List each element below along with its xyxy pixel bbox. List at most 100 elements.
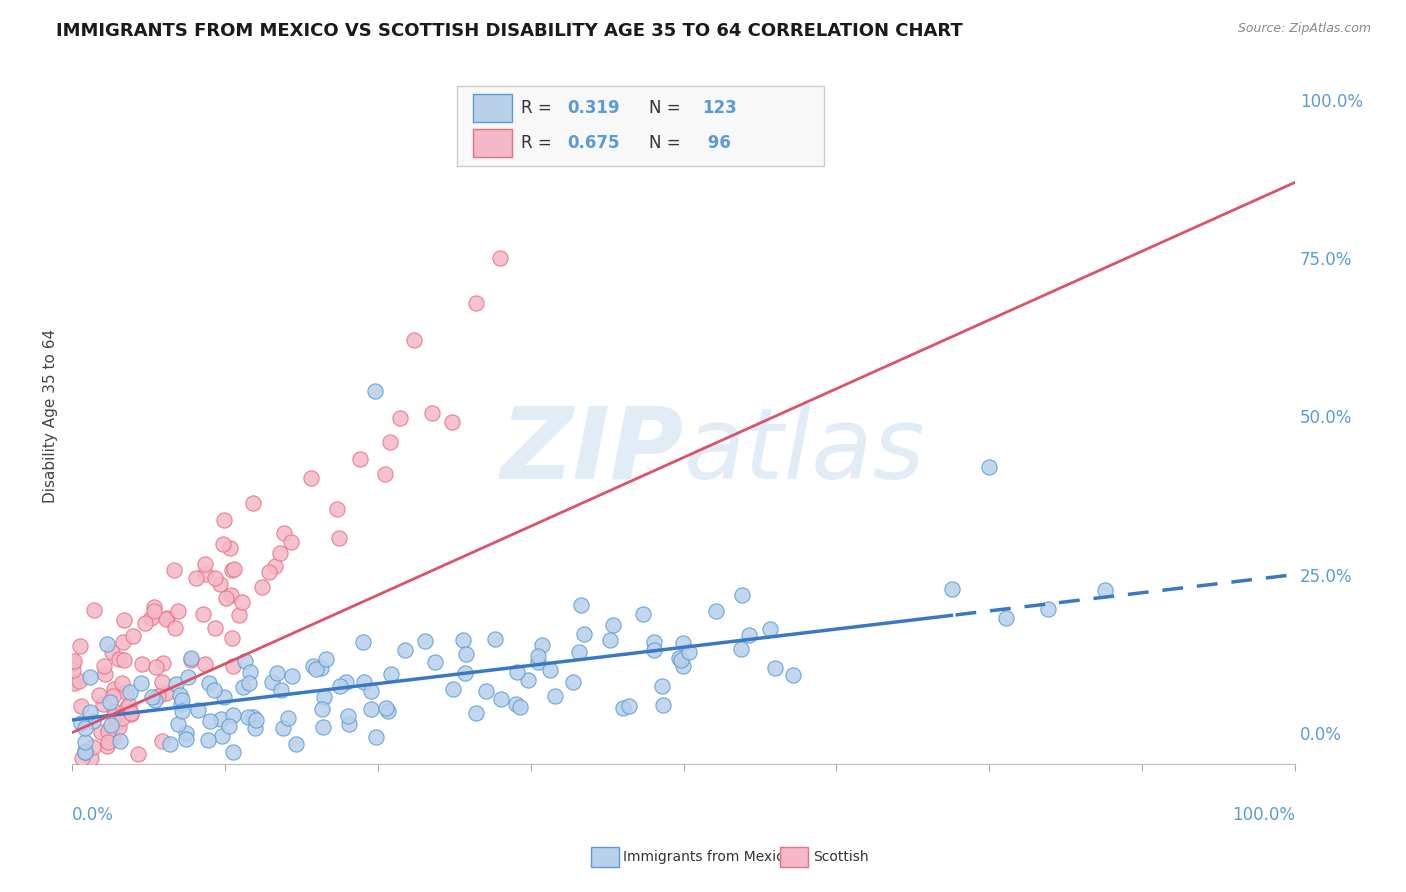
Point bbox=[111, 675, 134, 690]
Point bbox=[82, 714, 104, 728]
Point bbox=[221, 588, 243, 602]
Point bbox=[380, 666, 402, 681]
Point bbox=[73, 744, 96, 758]
Point bbox=[730, 642, 752, 657]
Point bbox=[506, 665, 529, 680]
Point bbox=[221, 631, 243, 645]
Point bbox=[276, 711, 298, 725]
Point bbox=[100, 717, 122, 731]
Point bbox=[115, 685, 138, 699]
Point bbox=[281, 669, 304, 683]
Point bbox=[360, 702, 382, 716]
Point bbox=[101, 689, 124, 703]
Point bbox=[530, 638, 553, 652]
Point bbox=[672, 658, 695, 673]
Point bbox=[738, 628, 761, 642]
Text: atlas: atlas bbox=[683, 402, 925, 500]
Point bbox=[218, 718, 240, 732]
Text: N =: N = bbox=[650, 134, 686, 152]
Text: 96: 96 bbox=[702, 134, 731, 152]
Point bbox=[328, 531, 350, 545]
Point bbox=[172, 704, 194, 718]
Point bbox=[152, 656, 174, 670]
Point bbox=[389, 411, 412, 425]
Text: Immigrants from Mexico: Immigrants from Mexico bbox=[623, 850, 792, 864]
Point bbox=[669, 653, 692, 667]
Point bbox=[222, 708, 245, 723]
Point bbox=[155, 686, 177, 700]
Point bbox=[118, 698, 141, 713]
Point bbox=[509, 700, 531, 714]
Point bbox=[111, 711, 134, 725]
Point bbox=[62, 663, 84, 677]
Point bbox=[484, 632, 506, 647]
Point bbox=[352, 635, 374, 649]
Point bbox=[285, 737, 308, 751]
Point bbox=[242, 496, 264, 510]
Point bbox=[141, 611, 163, 625]
Point bbox=[451, 632, 474, 647]
Point bbox=[141, 690, 163, 704]
Point bbox=[212, 537, 235, 551]
Point bbox=[489, 692, 512, 706]
Point bbox=[239, 665, 262, 679]
Point bbox=[180, 651, 202, 665]
Point bbox=[143, 599, 166, 614]
Point bbox=[309, 661, 332, 675]
Text: 100.0%: 100.0% bbox=[1232, 806, 1295, 824]
Point bbox=[184, 571, 207, 585]
Point bbox=[643, 642, 665, 657]
Point bbox=[270, 683, 292, 698]
Text: Source: ZipAtlas.com: Source: ZipAtlas.com bbox=[1237, 22, 1371, 36]
Point bbox=[273, 525, 295, 540]
Point bbox=[94, 667, 117, 681]
Point bbox=[1094, 582, 1116, 597]
Point bbox=[97, 724, 120, 739]
Point bbox=[100, 695, 122, 709]
Point bbox=[375, 701, 398, 715]
Point bbox=[454, 648, 477, 662]
Point bbox=[194, 557, 217, 571]
Point bbox=[569, 599, 592, 613]
Point bbox=[218, 541, 240, 556]
Point bbox=[150, 734, 173, 748]
Point bbox=[194, 657, 217, 672]
Point bbox=[172, 692, 194, 706]
Point bbox=[315, 652, 337, 666]
Point bbox=[329, 679, 352, 693]
Point bbox=[82, 739, 104, 754]
Point bbox=[121, 707, 143, 722]
Point bbox=[544, 689, 567, 703]
Point bbox=[269, 546, 291, 560]
Point bbox=[209, 577, 232, 591]
Point bbox=[475, 684, 498, 698]
Point bbox=[197, 733, 219, 747]
Point bbox=[425, 655, 447, 669]
Point bbox=[527, 655, 550, 669]
Point bbox=[527, 648, 550, 663]
Point bbox=[202, 683, 225, 698]
Point bbox=[377, 704, 399, 718]
Point bbox=[63, 654, 86, 668]
Point bbox=[312, 720, 335, 734]
Point bbox=[631, 607, 654, 622]
Text: IMMIGRANTS FROM MEXICO VS SCOTTISH DISABILITY AGE 35 TO 64 CORRELATION CHART: IMMIGRANTS FROM MEXICO VS SCOTTISH DISAB… bbox=[56, 22, 963, 40]
Point bbox=[678, 644, 700, 658]
Point bbox=[222, 659, 245, 673]
Point bbox=[80, 751, 103, 765]
Point bbox=[337, 717, 360, 731]
Point bbox=[704, 604, 727, 618]
Point bbox=[263, 558, 285, 573]
Point bbox=[83, 602, 105, 616]
Point bbox=[242, 710, 264, 724]
Point bbox=[87, 688, 110, 702]
Point bbox=[165, 621, 187, 635]
FancyBboxPatch shape bbox=[457, 86, 824, 166]
Point bbox=[266, 665, 288, 680]
Point bbox=[378, 434, 401, 449]
Point bbox=[415, 633, 437, 648]
Point bbox=[211, 729, 233, 743]
Point bbox=[146, 689, 169, 703]
Point bbox=[159, 737, 181, 751]
Point bbox=[165, 677, 187, 691]
